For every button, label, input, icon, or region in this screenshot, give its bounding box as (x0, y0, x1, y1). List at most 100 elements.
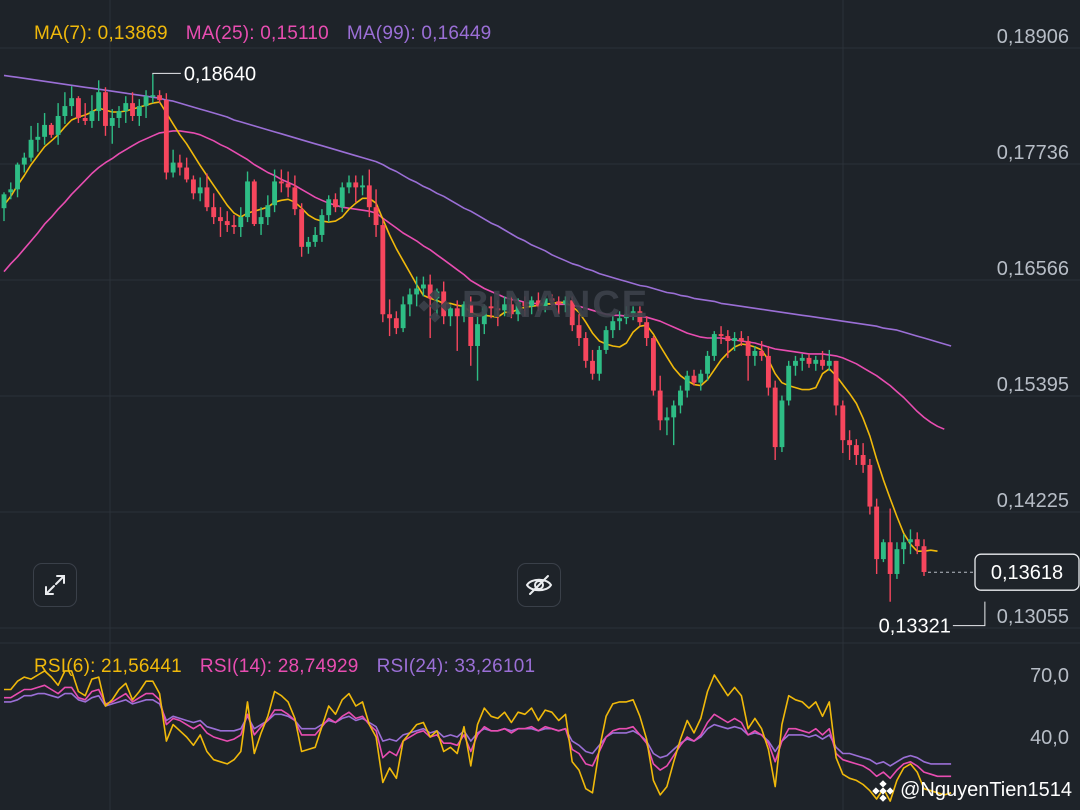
expand-button[interactable] (33, 563, 77, 607)
candle-body (752, 350, 758, 356)
price-annotations: 0,18640 0,13321 0,13618 (152, 63, 1080, 638)
candle-body (245, 181, 250, 218)
candle (637, 306, 643, 327)
candle (224, 211, 230, 232)
candle (136, 99, 142, 126)
ma-legend: MA(7): 0,13869 MA(25): 0,15110 MA(99): 0,1… (34, 23, 509, 45)
high-leader (152, 72, 181, 75)
current-price-label: 0,13618 (991, 562, 1063, 584)
candle-body (630, 311, 636, 315)
candle (393, 311, 399, 335)
candle (820, 350, 825, 370)
candle-body (414, 288, 420, 295)
rsi-legend-item-2: RSI(24): 33,26101 (376, 656, 536, 677)
candle-body (732, 338, 738, 342)
candle (684, 370, 690, 398)
candle-body (393, 318, 399, 329)
candle (590, 349, 595, 380)
candle-body (55, 116, 61, 135)
binance-diamond-icon (872, 779, 894, 802)
candle-body (644, 322, 650, 339)
candle-body (15, 164, 20, 190)
candle (786, 360, 792, 406)
price-tick-label: 0,16566 (997, 258, 1069, 280)
ma-legend-item-1: MA(25): 0,15110 (185, 23, 329, 44)
hide-indicators-button[interactable] (517, 563, 561, 607)
candle-body (339, 187, 345, 208)
candle-body (278, 181, 284, 184)
candle-body (563, 300, 568, 305)
candle-body (190, 179, 196, 194)
candle (55, 103, 61, 145)
candle-body (35, 136, 41, 140)
candle-body (387, 314, 393, 319)
price-axis: 0,18906 0,17736 0,16566 0,15395 0,14225 0,130… (997, 26, 1069, 749)
candle-body (62, 106, 68, 117)
candle (312, 227, 318, 247)
price-tick-label: 0,15395 (997, 374, 1069, 396)
candle (745, 336, 751, 381)
candle-body (576, 325, 582, 339)
candle-body (596, 349, 602, 374)
candle-body (21, 157, 27, 165)
high-label: 0,18640 (184, 63, 256, 85)
candle-body (529, 300, 535, 307)
candle-body (569, 300, 575, 326)
candle (278, 169, 284, 193)
candle-body (150, 95, 156, 97)
candle (542, 296, 548, 313)
candle-body (82, 117, 88, 121)
candle-body (157, 95, 163, 101)
candle-body (901, 542, 907, 550)
candle (508, 296, 514, 319)
candle-body (590, 360, 595, 374)
candle (333, 193, 338, 213)
candle (644, 316, 650, 346)
low-label: 0,13321 (879, 616, 951, 638)
candle-body (860, 455, 866, 465)
candle (481, 304, 487, 335)
attribution: @NguyenTien1514 (872, 779, 1072, 802)
watermark-text: BINANCE (462, 284, 650, 326)
candle (488, 296, 494, 319)
candle (698, 369, 704, 391)
candle (461, 301, 467, 323)
rsi24-line (4, 692, 952, 767)
candle-body (48, 124, 54, 135)
rsi-legend: RSI(6): 21,56441 RSI(14): 28,74929 RSI(24)… (34, 656, 553, 678)
candle (366, 169, 372, 218)
candle-body (373, 207, 379, 226)
candle (617, 311, 623, 331)
candle (211, 193, 217, 225)
candle-body (502, 304, 508, 311)
candle (671, 400, 677, 446)
candle-body (847, 440, 853, 446)
candle-body (130, 103, 135, 117)
candle (75, 96, 81, 123)
candle (908, 529, 913, 555)
candle-body (867, 464, 873, 507)
candle (914, 532, 920, 555)
candle (238, 207, 244, 237)
candle (657, 375, 663, 431)
candle (319, 209, 325, 242)
candle (894, 542, 900, 579)
candle (901, 534, 907, 565)
candle (502, 296, 508, 317)
candle (184, 157, 190, 183)
candle-body (522, 302, 528, 307)
rsi-legend-item-1: RSI(14): 28,74929 (199, 656, 359, 677)
candle (630, 306, 636, 321)
candle-body (833, 360, 839, 406)
candle-body (515, 302, 521, 315)
candle (143, 90, 149, 118)
rsi-legend-item-0: RSI(6): 21,56441 (34, 656, 182, 677)
candle (569, 296, 575, 332)
candle (360, 175, 365, 196)
candle (867, 458, 873, 515)
candle (163, 93, 169, 180)
candle-body (170, 162, 176, 173)
candle (475, 316, 480, 381)
